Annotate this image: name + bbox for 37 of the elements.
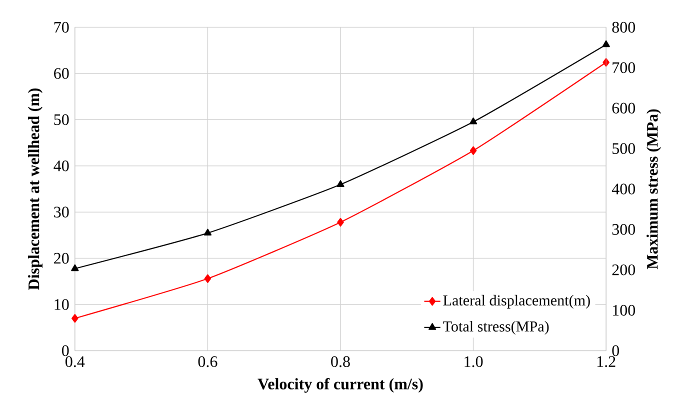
x-tick-label: 0.4: [66, 356, 85, 367]
y-tick-label: 10: [54, 298, 69, 310]
y-tick-label: 60: [54, 68, 69, 79]
y2-tick-label: 100: [613, 304, 636, 316]
y2-tick-label: 300: [612, 224, 636, 235]
y2-tick-label: 400: [612, 183, 636, 194]
y2-tick-label: 500: [612, 142, 636, 154]
point: [204, 274, 212, 283]
y2-tick-label: 700: [612, 62, 636, 73]
y-tick-label: 0: [62, 345, 69, 356]
point: [72, 314, 78, 322]
y-tick-label: 40: [54, 160, 69, 172]
y2-axis-title: Maximum stress (MPa): [646, 109, 662, 269]
point: [470, 146, 477, 155]
x-tick-label: 1.2: [597, 356, 616, 367]
y-axis-title: Displacement at wellhead (m): [28, 88, 42, 290]
point: [71, 264, 79, 271]
y2-tick-label: 0: [612, 345, 620, 356]
legend-label: Lateral displacement(m): [443, 294, 590, 308]
x-axis-title: Velocity of current (m/s): [258, 378, 423, 393]
y2-tick-label: 600: [612, 102, 636, 114]
point: [336, 180, 344, 187]
y2-tick-label: 800: [612, 22, 636, 32]
y-tick-label: 20: [54, 252, 69, 264]
point: [469, 117, 478, 124]
x-tick-label: 0.8: [331, 356, 350, 367]
point: [602, 58, 610, 66]
y-tick-label: 70: [54, 22, 69, 32]
y-tick-label: 50: [54, 114, 69, 125]
point: [204, 228, 212, 236]
point: [602, 40, 610, 47]
legend-label: Total stress(MPa): [443, 320, 549, 334]
y-tick-label: 30: [54, 206, 69, 218]
point: [337, 218, 344, 226]
x-tick-label: 0.6: [198, 356, 218, 367]
y2-tick-label: 200: [612, 264, 636, 276]
x-tick-label: 1.0: [464, 356, 483, 367]
